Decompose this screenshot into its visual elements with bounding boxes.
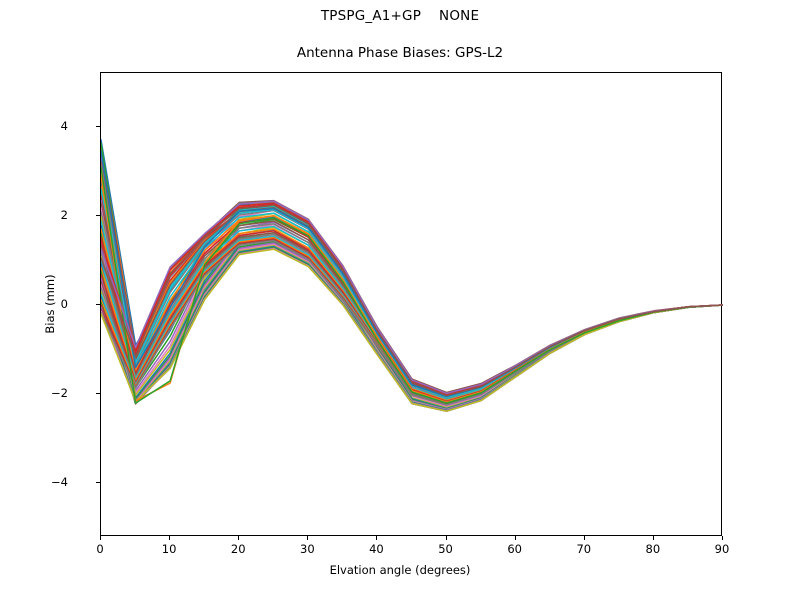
- x-tick-mark: [169, 536, 171, 540]
- x-tick-mark: [652, 536, 654, 540]
- x-tick-mark: [722, 536, 723, 540]
- y-tick-label: 4: [60, 118, 68, 133]
- line-series: [101, 248, 723, 412]
- x-tick-mark: [376, 536, 378, 540]
- y-tick-mark: [96, 125, 100, 127]
- line-series-group: [101, 139, 723, 412]
- page-title: Antenna Phase Biases: GPS-L2: [296, 45, 504, 61]
- y-tick-mark: [96, 393, 100, 395]
- y-tick-label: −4: [51, 475, 68, 490]
- x-tick-mark: [238, 536, 240, 540]
- y-tick-mark: [96, 304, 100, 305]
- x-tick-label: 40: [369, 542, 384, 556]
- x-tick-mark: [307, 536, 309, 540]
- y-tick-mark: [96, 214, 100, 216]
- y-tick-label: 2: [60, 207, 68, 222]
- y-axis-label: Bias (mm): [43, 274, 57, 334]
- x-tick-label: 20: [230, 542, 246, 556]
- x-tick-label: 50: [438, 542, 453, 556]
- y-tick-label: 0: [60, 297, 68, 311]
- plot-axes: [100, 72, 723, 536]
- y-tick-label: −2: [51, 386, 68, 401]
- figure-suptitle: TPSPG_A1+GP NONE: [320, 8, 480, 24]
- y-tick-mark: [96, 482, 100, 484]
- x-tick-label: 70: [576, 542, 592, 556]
- x-axis-label: Elvation angle (degrees): [329, 563, 471, 577]
- x-tick-label: 80: [645, 542, 661, 556]
- x-tick-mark: [100, 536, 101, 540]
- line-series: [101, 165, 723, 404]
- x-tick-label: 90: [714, 542, 730, 556]
- x-tick-mark: [514, 536, 516, 540]
- x-tick-mark: [583, 536, 585, 540]
- x-tick-label: 60: [507, 542, 522, 556]
- x-tick-mark: [445, 536, 447, 540]
- x-tick-label: 0: [96, 542, 104, 556]
- x-tick-label: 10: [161, 542, 177, 556]
- line-series: [101, 204, 723, 397]
- x-tick-label: 30: [300, 542, 315, 556]
